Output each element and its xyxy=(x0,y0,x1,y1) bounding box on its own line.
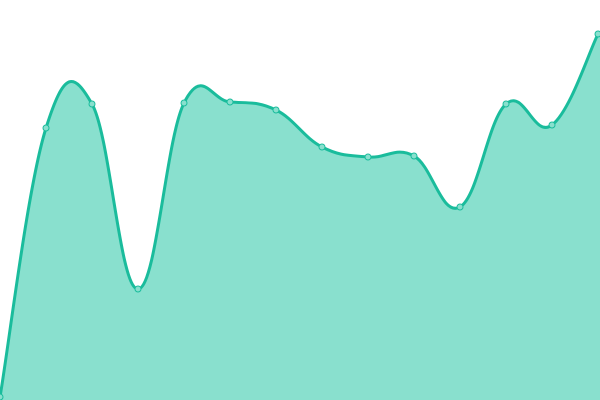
data-point-2 xyxy=(88,100,96,108)
data-point-8 xyxy=(364,153,372,161)
data-point-4 xyxy=(180,99,188,107)
series-line xyxy=(0,33,600,398)
data-point-10 xyxy=(456,203,464,211)
data-point-7 xyxy=(318,143,326,151)
data-point-0 xyxy=(0,393,4,400)
area-fill xyxy=(0,34,600,400)
data-point-9 xyxy=(410,152,418,160)
data-point-11 xyxy=(502,100,510,108)
data-point-13 xyxy=(594,30,600,38)
data-point-3 xyxy=(134,285,142,293)
data-point-1 xyxy=(42,124,50,132)
data-point-12 xyxy=(548,121,556,129)
data-point-markers xyxy=(0,30,600,400)
data-point-6 xyxy=(272,106,280,114)
data-point-5 xyxy=(226,98,234,106)
